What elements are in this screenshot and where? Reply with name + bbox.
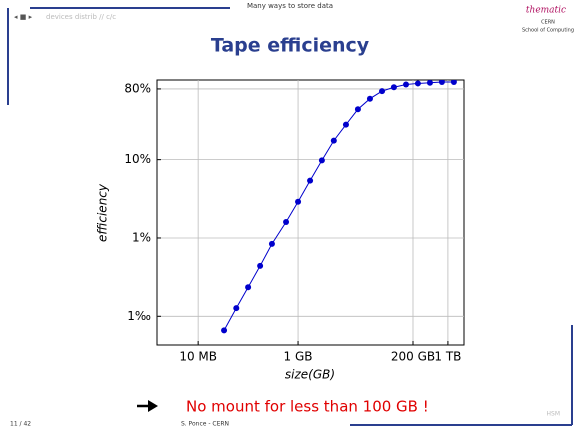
- data-point: [283, 218, 290, 225]
- data-point: [426, 80, 433, 86]
- y-tick-label: 1%: [132, 230, 151, 244]
- x-tick-label: 10 MB: [179, 350, 217, 364]
- logo: thematic: [526, 6, 566, 16]
- data-point: [295, 198, 302, 205]
- plot-frame: [156, 79, 465, 346]
- data-point: [450, 80, 457, 86]
- y-tick-label: 80%: [124, 81, 151, 95]
- data-point: [438, 80, 445, 86]
- arrow-head: [148, 400, 158, 412]
- y-label: efficiency: [96, 183, 110, 242]
- nav[interactable]: devices distrib // c/c: [46, 13, 116, 21]
- data-point: [330, 137, 337, 144]
- chart: 10 MB 1 GB 200 GB 1 TB 1‰ 1% 10% 80%: [124, 80, 464, 364]
- logo-sub: School of Computing: [522, 28, 574, 34]
- title: Tape efficiency: [211, 35, 370, 57]
- data-point: [390, 84, 397, 91]
- data-point: [354, 106, 361, 113]
- data-point: [257, 262, 264, 269]
- plot-area: [221, 80, 457, 334]
- data-point: [221, 327, 228, 334]
- data-point: [414, 80, 421, 87]
- y-tick-label: 10%: [124, 152, 151, 166]
- data-point: [318, 157, 325, 164]
- data-point: [245, 284, 252, 291]
- section: HSM: [547, 411, 561, 418]
- data-point: [233, 305, 240, 312]
- callout: No mount for less than 100 GB !: [186, 398, 429, 416]
- nav-icon[interactable]: ◂ ■ ▸: [14, 13, 33, 21]
- author: S. Ponce - CERN: [181, 421, 229, 428]
- y-tick-label: 1‰: [127, 309, 151, 323]
- data-line: [223, 81, 454, 331]
- data-point: [307, 177, 314, 184]
- header: Many ways to store data: [247, 2, 333, 10]
- page-number: 11 / 42: [10, 421, 31, 428]
- data-point: [403, 81, 410, 88]
- logo-sub: CERN: [541, 20, 555, 26]
- data-point: [342, 121, 349, 128]
- data-point: [366, 95, 373, 102]
- data-point: [268, 240, 275, 247]
- x-label: size(GB): [285, 368, 335, 382]
- x-tick-label: 1 GB: [284, 350, 313, 364]
- data-point: [379, 88, 386, 95]
- x-tick-label: 200 GB: [391, 350, 435, 364]
- x-tick-label: 1 TB: [434, 350, 461, 364]
